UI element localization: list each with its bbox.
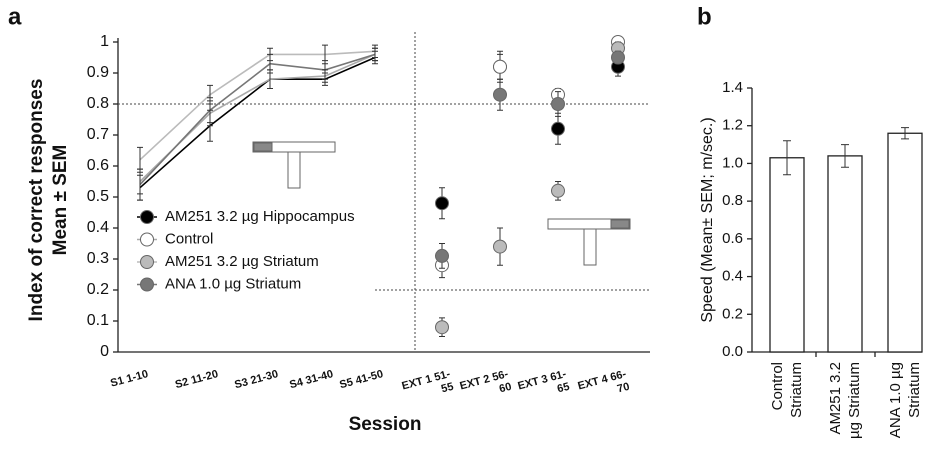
y-tick-label: 0.2 [87,281,109,298]
x-tick-label: S2 11-20 [174,368,220,391]
y-tick-label: 0.8 [87,95,109,112]
y-tick-label: 0.0 [722,343,743,360]
data-point [436,321,449,334]
x-tick-label: µg Striatum [846,362,863,439]
x-tick-label: 55 [440,381,455,396]
x-tick-label: 70 [616,381,631,396]
y-tick-label: 0.9 [87,64,109,81]
y-tick-label: 0.3 [87,250,109,267]
legend-label: AM251 3.2 µg Hippocampus [165,208,355,225]
maze-icon-left [253,142,335,188]
x-tick-label-group: EXT 4 66-70 [577,368,632,405]
y-tick-label: 1 [100,33,109,50]
legend-label: AM251 3.2 µg Striatum [165,253,319,270]
series-line [140,58,375,188]
legend-label: Control [165,230,213,247]
x-tick-label: Striatum [788,362,805,418]
y-tick-label: 0.7 [87,126,109,143]
bar [770,158,804,352]
data-point [436,197,449,210]
legend-marker [141,211,154,224]
panel-label: b [697,3,712,30]
y-tick-label: 0 [100,343,109,360]
y-tick-label: 0.1 [87,312,109,329]
y-tick-label: 0.8 [722,192,743,209]
x-tick-label: S4 31-40 [288,368,334,391]
x-tick-label-group: EXT 3 61-65 [517,368,572,405]
y-tick-label: 0.4 [722,268,743,285]
x-tick-label: S5 41-50 [338,368,384,391]
legend-marker [141,233,154,246]
y-axis-title: Index of correct responses [26,79,47,322]
legend-marker [141,278,154,291]
x-tick-label: Striatum [906,362,923,418]
x-tick-label: AM251 3.2 [827,362,844,435]
x-tick-label: Control [769,362,786,410]
data-point [552,184,565,197]
legend-label: ANA 1.0 µg Striatum [165,275,301,292]
x-tick-label-group: S3 21-30 [233,368,279,391]
panel-label: a [8,3,22,30]
x-tick-label: ANA 1.0 µg [887,362,904,438]
data-point [612,51,625,64]
x-tick-label-group: EXT 2 56-60 [459,368,514,405]
x-tick-label: S3 21-30 [233,368,279,391]
y-axis-title: Speed (Mean± SEM; m/sec.) [699,117,716,322]
y-tick-label: 1.4 [722,79,743,96]
data-point [552,98,565,111]
error-bar [137,169,143,200]
bar [888,133,922,352]
x-tick-label-group: S2 11-20 [174,368,220,391]
error-bar [137,147,143,172]
y-axis-title: Mean ± SEM [50,145,71,256]
maze-icon-right [548,219,630,265]
x-tick-label: 60 [498,381,513,396]
legend-marker [141,256,154,269]
x-axis-title: Session [349,414,422,435]
y-tick-label: 1.0 [722,154,743,171]
bar [828,156,862,352]
data-point [552,122,565,135]
data-point [494,60,507,73]
y-tick-label: 0.6 [722,230,743,247]
x-tick-label-group: S5 41-50 [338,368,384,391]
x-tick-label: 65 [556,381,571,396]
y-tick-label: 0.5 [87,188,109,205]
data-point [494,88,507,101]
x-tick-label-group: S1 1-10 [109,368,149,390]
x-tick-label-group: S4 31-40 [288,368,334,391]
y-tick-label: 0.6 [87,157,109,174]
figure: a 0 0.1 0.2 0.3 0.4 0.5 0.6 0.7 0.8 0.9 1 S1 1-10 S2 … [0,0,927,464]
data-point [494,240,507,253]
y-tick-label: 0.2 [722,305,743,322]
data-point [436,249,449,262]
x-tick-label-group: EXT 1 51-55 [401,368,456,405]
series-line [140,54,375,184]
x-tick-label: S1 1-10 [109,368,149,390]
y-tick-label: 1.2 [722,117,743,134]
y-tick-label: 0.4 [87,219,109,236]
